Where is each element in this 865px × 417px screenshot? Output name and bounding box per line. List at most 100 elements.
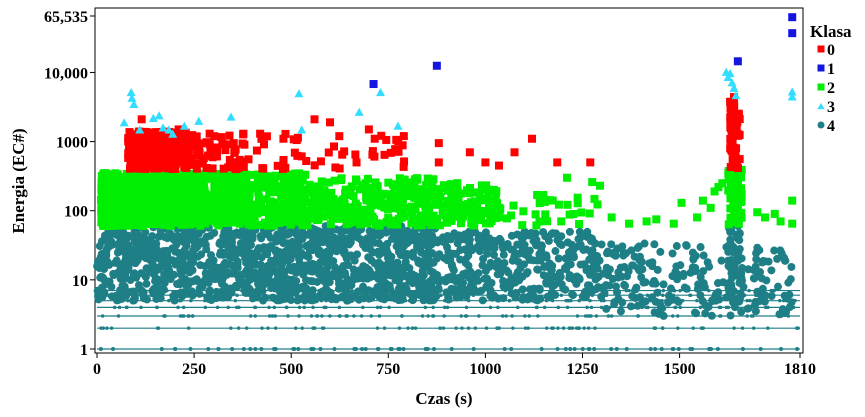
x-tick-label: 750 bbox=[376, 361, 400, 378]
data-point-class-4 bbox=[583, 314, 588, 318]
data-point-class-4 bbox=[301, 276, 310, 285]
data-point-class-4 bbox=[515, 305, 520, 310]
data-point-class-4 bbox=[359, 286, 368, 295]
data-point-class-4 bbox=[696, 291, 705, 300]
data-point-class-0 bbox=[399, 162, 408, 171]
data-point-class-2 bbox=[159, 197, 168, 206]
data-point-class-4 bbox=[116, 314, 121, 318]
data-point-class-4 bbox=[309, 236, 318, 245]
data-point-class-4 bbox=[172, 240, 181, 249]
data-point-class-4 bbox=[460, 271, 469, 280]
data-point-class-4 bbox=[486, 291, 495, 300]
data-point-class-4 bbox=[161, 263, 170, 272]
data-point-class-4 bbox=[477, 286, 486, 295]
data-point-class-4 bbox=[727, 260, 736, 269]
data-point-class-0 bbox=[130, 163, 139, 172]
data-point-class-4 bbox=[673, 275, 682, 284]
data-point-class-2 bbox=[340, 207, 349, 216]
data-point-class-4 bbox=[266, 277, 275, 286]
data-point-class-4 bbox=[510, 314, 514, 318]
data-point-class-4 bbox=[605, 281, 614, 290]
data-point-class-4 bbox=[340, 249, 349, 258]
data-point-class-4 bbox=[105, 326, 109, 330]
data-point-class-2 bbox=[228, 194, 237, 203]
data-point-class-2 bbox=[283, 193, 292, 202]
data-point-class-4 bbox=[796, 326, 800, 330]
data-point-class-4 bbox=[221, 258, 230, 267]
data-point-class-0 bbox=[161, 127, 170, 136]
data-point-class-4 bbox=[318, 237, 327, 246]
data-point-class-4 bbox=[137, 269, 146, 278]
data-point-class-4 bbox=[328, 314, 332, 318]
data-point-class-4 bbox=[546, 293, 555, 302]
data-point-class-4 bbox=[216, 347, 221, 351]
data-point-class-4 bbox=[561, 326, 566, 330]
data-point-class-4 bbox=[523, 268, 532, 277]
data-point-class-0 bbox=[158, 133, 167, 142]
data-point-class-4 bbox=[582, 266, 591, 275]
data-point-class-2 bbox=[256, 201, 265, 210]
data-point-class-2 bbox=[357, 207, 366, 216]
data-point-class-4 bbox=[247, 261, 256, 270]
data-point-class-4 bbox=[216, 248, 225, 257]
data-point-class-4 bbox=[707, 311, 716, 320]
data-point-class-4 bbox=[514, 249, 523, 258]
data-point-class-4 bbox=[523, 314, 527, 318]
data-point-class-2 bbox=[250, 208, 259, 217]
data-point-class-4 bbox=[248, 314, 253, 318]
data-point-class-4 bbox=[170, 296, 179, 305]
data-point-class-0 bbox=[192, 164, 201, 173]
data-point-class-4 bbox=[526, 326, 530, 330]
data-point-class-4 bbox=[438, 326, 442, 330]
data-point-class-4 bbox=[191, 314, 195, 318]
data-point-class-2 bbox=[476, 194, 485, 203]
data-point-class-4 bbox=[554, 254, 563, 263]
data-point-class-4 bbox=[101, 249, 110, 258]
data-point-class-3 bbox=[127, 93, 137, 102]
data-point-class-2 bbox=[489, 185, 498, 194]
data-point-class-2 bbox=[731, 218, 740, 227]
data-point-class-4 bbox=[260, 272, 269, 281]
data-point-class-2 bbox=[426, 215, 435, 224]
data-point-class-2 bbox=[370, 190, 379, 199]
data-point-class-4 bbox=[537, 241, 546, 250]
data-point-class-4 bbox=[163, 249, 172, 258]
data-point-class-2 bbox=[168, 180, 177, 189]
data-point-class-4 bbox=[121, 272, 130, 281]
data-point-class-4 bbox=[653, 288, 662, 297]
data-point-class-4 bbox=[323, 286, 332, 295]
data-point-class-4 bbox=[129, 296, 138, 305]
data-point-class-2 bbox=[139, 181, 148, 190]
data-point-class-3 bbox=[393, 121, 403, 130]
data-point-class-2 bbox=[731, 203, 740, 212]
data-point-class-2 bbox=[362, 190, 371, 199]
data-point-class-4 bbox=[365, 238, 374, 247]
data-point-class-2 bbox=[410, 193, 419, 202]
data-point-class-2 bbox=[358, 181, 367, 190]
data-point-class-4 bbox=[678, 305, 683, 310]
data-point-class-0 bbox=[310, 161, 319, 170]
data-point-class-0 bbox=[586, 158, 595, 167]
data-point-class-0 bbox=[239, 129, 248, 138]
data-point-class-2 bbox=[270, 213, 279, 222]
data-point-class-2 bbox=[123, 175, 132, 184]
data-point-class-4 bbox=[474, 276, 483, 285]
data-point-class-4 bbox=[254, 244, 263, 253]
data-point-class-4 bbox=[188, 347, 193, 351]
data-point-class-4 bbox=[105, 240, 114, 249]
data-point-class-4 bbox=[342, 284, 351, 293]
data-point-class-4 bbox=[767, 291, 776, 300]
data-point-class-2 bbox=[190, 183, 199, 192]
data-point-class-4 bbox=[350, 270, 359, 279]
data-point-class-2 bbox=[126, 197, 135, 206]
data-point-class-4 bbox=[583, 281, 592, 290]
data-point-class-0 bbox=[316, 157, 325, 166]
data-point-class-4 bbox=[322, 277, 331, 286]
data-point-class-0 bbox=[364, 125, 373, 134]
data-point-class-2 bbox=[109, 176, 118, 185]
data-point-class-4 bbox=[136, 249, 145, 258]
data-point-class-0 bbox=[171, 134, 180, 143]
data-point-class-2 bbox=[313, 195, 322, 204]
data-point-class-4 bbox=[124, 241, 133, 250]
